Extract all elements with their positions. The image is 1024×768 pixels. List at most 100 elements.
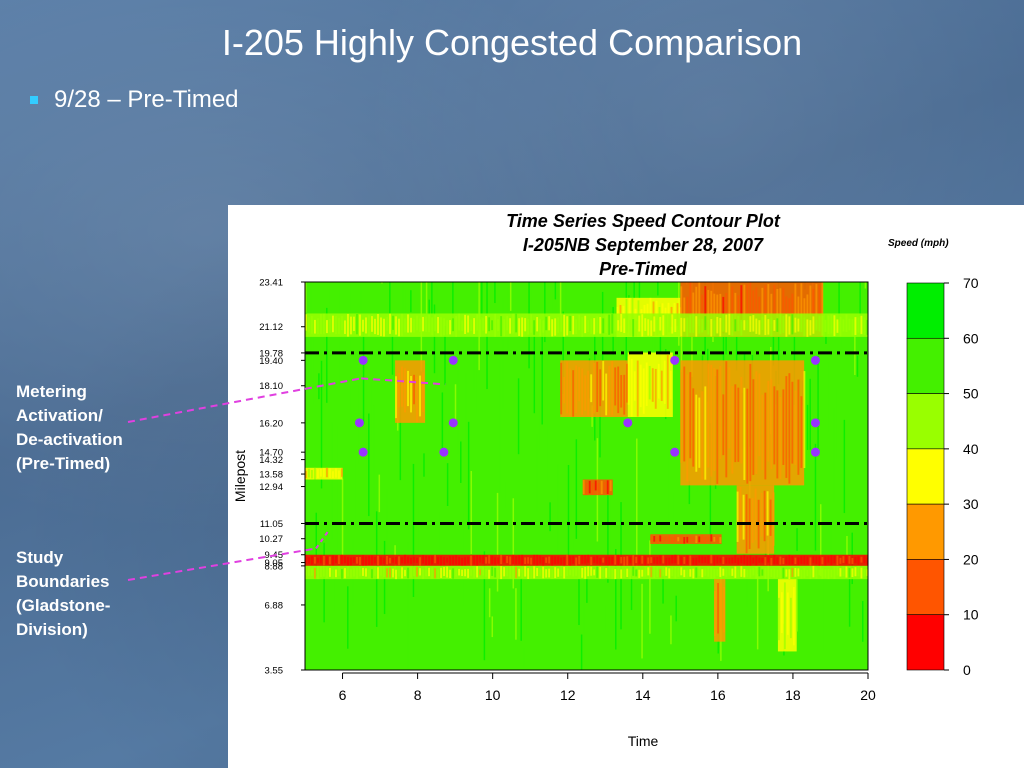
congestion-streak (620, 375, 623, 408)
metering-annotation: Metering Activation/ De-activation (Pre-… (16, 380, 123, 476)
congestion-streak (716, 556, 719, 564)
contour-streak (333, 556, 336, 611)
congestion-streak (353, 316, 355, 332)
y-tick-label: 10.27 (259, 534, 283, 545)
congestion-streak (641, 569, 644, 577)
congestion-streak (359, 566, 361, 577)
congestion-streak (668, 568, 671, 579)
congestion-streak (647, 557, 650, 564)
congestion-streak (596, 566, 599, 578)
congestion-streak (731, 386, 734, 474)
congestion-streak (647, 567, 650, 576)
congestion-streak (692, 388, 695, 467)
congestion-streak (566, 566, 569, 577)
contour-streak (407, 542, 409, 669)
congestion-streak (329, 318, 331, 333)
congestion-streak (500, 566, 503, 580)
congestion-streak (714, 590, 716, 636)
congestion-streak (593, 556, 596, 563)
congestion-streak (638, 556, 641, 565)
congestion-streak (824, 319, 827, 332)
congestion-streak (620, 313, 623, 332)
metering-marker (358, 447, 368, 457)
congestion-streak (761, 287, 764, 323)
congestion-streak (698, 555, 701, 563)
contour-streak (633, 282, 635, 300)
congestion-streak (428, 567, 430, 577)
congestion-streak (683, 297, 686, 329)
legend-tick-label: 50 (963, 386, 979, 402)
congestion-streak (839, 568, 842, 577)
congestion-streak (842, 319, 845, 332)
congestion-streak (669, 370, 672, 400)
contour-streak (357, 372, 360, 464)
congestion-streak (503, 556, 506, 563)
congestion-streak (797, 557, 800, 566)
metering-marker (670, 447, 680, 457)
speed-contour-figure: Time Series Speed Contour Plot I-205NB Se… (228, 205, 1024, 768)
contour-streak (517, 378, 520, 455)
congestion-streak (551, 569, 554, 579)
congestion-streak (500, 554, 503, 565)
congestion-streak (551, 555, 554, 566)
congestion-streak (752, 315, 755, 332)
congestion-streak (671, 555, 674, 564)
congestion-streak (692, 557, 695, 565)
congestion-streak (308, 468, 310, 478)
congestion-streak (800, 569, 803, 579)
congestion-streak (644, 556, 647, 566)
congestion-streak (413, 556, 415, 563)
congestion-streak (380, 317, 382, 337)
congestion-streak (722, 313, 725, 332)
legend-color-band (906, 393, 945, 450)
congestion-streak (761, 394, 764, 470)
metering-marker (670, 355, 680, 365)
contour-streak (675, 595, 677, 622)
congestion-streak (494, 567, 497, 578)
y-tick-label: 19.40 (259, 356, 283, 367)
congestion-streak (413, 567, 415, 577)
congestion-streak (683, 318, 686, 332)
congestion-streak (458, 556, 461, 566)
congestion-streak (845, 566, 848, 578)
congestion-streak (794, 317, 797, 333)
congestion-streak (701, 569, 704, 578)
contour-streak (467, 421, 470, 530)
congestion-streak (606, 480, 609, 495)
congestion-streak (314, 568, 316, 579)
congestion-streak (392, 315, 394, 330)
congestion-streak (413, 319, 415, 333)
contour-streak (328, 282, 331, 317)
congestion-streak (365, 556, 367, 566)
congestion-streak (653, 316, 656, 332)
contour-streak (670, 615, 672, 645)
congestion-streak (350, 569, 352, 578)
congestion-streak (731, 314, 734, 336)
congestion-streak (698, 566, 701, 576)
congestion-streak (590, 556, 593, 566)
congestion-streak (563, 314, 566, 337)
congestion-streak (371, 569, 373, 579)
congestion-streak (842, 556, 845, 563)
contour-streak (305, 282, 307, 313)
congestion-streak (395, 556, 397, 564)
congestion-streak (521, 566, 524, 579)
x-tick-label: 8 (414, 687, 422, 703)
congestion-streak (593, 569, 596, 576)
congestion-streak (542, 320, 545, 333)
congestion-streak (428, 556, 430, 565)
contour-streak (320, 360, 323, 489)
congestion-streak (686, 374, 689, 482)
congestion-streak (389, 557, 391, 564)
congestion-streak (515, 556, 518, 565)
congestion-streak (509, 556, 512, 565)
congestion-streak (800, 556, 803, 564)
congestion-streak (590, 566, 593, 576)
congestion-streak (698, 319, 701, 334)
congestion-streak (623, 374, 626, 415)
congestion-streak (821, 568, 824, 579)
congestion-streak (659, 569, 662, 578)
congestion-streak (662, 555, 665, 564)
congestion-streak (720, 583, 722, 629)
congestion-streak (704, 537, 707, 544)
